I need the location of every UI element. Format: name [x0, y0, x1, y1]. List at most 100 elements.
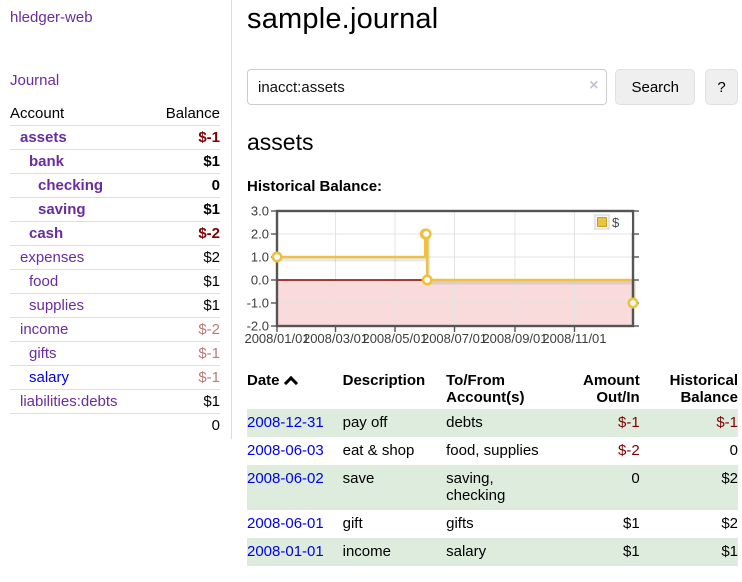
- account-balance: $-1: [149, 125, 220, 150]
- transaction-accounts: food, supplies: [446, 442, 539, 459]
- svg-text:2008/01/01: 2008/01/01: [244, 331, 309, 346]
- transaction-accounts: debts: [446, 414, 483, 431]
- search-input[interactable]: [247, 69, 608, 105]
- account-row: assets $-1: [10, 125, 220, 150]
- svg-text:0.0: 0.0: [251, 273, 269, 288]
- account-link[interactable]: salary: [29, 369, 70, 386]
- transaction-date-link[interactable]: 2008-01-01: [247, 543, 324, 560]
- account-row: checking 0: [10, 173, 220, 198]
- register-header-accounts: To/From Account(s): [446, 372, 525, 406]
- svg-text:3.0: 3.0: [251, 204, 269, 219]
- account-row: bank $1: [10, 149, 220, 174]
- accounts-table: Account Balance assets $-1 bank $1 checking 0…: [10, 102, 220, 437]
- account-balance: $2: [149, 245, 220, 270]
- account-link[interactable]: checking: [38, 177, 104, 194]
- accounts-header-account: Account: [10, 102, 150, 126]
- historical-balance-chart: $3.0 2.0 1.0 0.0 -1.0 -2.0 2008/01/01 2008/03/0…: [244, 204, 738, 357]
- account-row: liabilities:debts $1: [10, 389, 220, 414]
- svg-text:1.0: 1.0: [251, 250, 269, 265]
- transaction-description: gift: [342, 515, 363, 532]
- svg-text:$: $: [612, 215, 620, 230]
- chart-title: Historical Balance:: [247, 178, 383, 195]
- account-balance: $1: [149, 389, 220, 414]
- search-button[interactable]: Search: [615, 69, 695, 105]
- transaction-date-cell: 2008-06-03: [247, 437, 343, 465]
- account-balance: $-1: [149, 365, 220, 390]
- search-bar: × Search ?: [247, 69, 738, 105]
- account-balance: $1: [149, 197, 220, 222]
- svg-text:2.0: 2.0: [251, 227, 269, 242]
- brand-link[interactable]: hledger-web: [10, 9, 93, 26]
- accounts-header-balance: Balance: [149, 102, 220, 126]
- transaction-date-link[interactable]: 2008-12-31: [247, 414, 324, 431]
- account-row: expenses $2: [10, 245, 220, 270]
- transaction-description: income: [342, 543, 391, 560]
- svg-text:2008/11/01: 2008/11/01: [542, 331, 606, 346]
- transaction-amount: $-1: [618, 414, 640, 431]
- transaction-accounts: gifts: [446, 515, 474, 532]
- accounts-total-balance: 0: [149, 413, 220, 437]
- transaction-description: eat & shop: [342, 442, 415, 459]
- transaction-accounts: saving, checking: [446, 470, 506, 504]
- transaction-date-cell: 2008-01-01: [247, 538, 343, 566]
- transaction-accounts: salary: [446, 543, 487, 560]
- account-balance: $1: [149, 269, 220, 294]
- transaction-row: 2008-06-02 save saving, checking 0 $2: [247, 465, 738, 510]
- transaction-description: save: [342, 470, 375, 487]
- transaction-balance: $-1: [716, 414, 738, 431]
- transaction-amount: 0: [631, 470, 640, 487]
- register-header-date[interactable]: Date: [247, 369, 343, 409]
- transaction-row: 2008-12-31 pay off debts $-1 $-1: [247, 409, 738, 437]
- help-button[interactable]: ?: [705, 69, 738, 105]
- account-link[interactable]: food: [29, 273, 59, 290]
- account-row: salary $-1: [10, 365, 220, 390]
- sidebar: hledger-web Journal Account Balance asse…: [0, 0, 232, 439]
- transaction-row: 2008-01-01 income salary $1 $1: [247, 538, 738, 566]
- main-content: sample.journal × Search ? assets Histori…: [244, 0, 742, 566]
- register-header-balance: Historical Balance: [669, 372, 738, 406]
- account-link[interactable]: liabilities:debts: [20, 393, 118, 410]
- transaction-date-link[interactable]: 2008-06-01: [247, 515, 324, 532]
- transaction-date-cell: 2008-12-31: [247, 409, 343, 437]
- svg-text:-1.0: -1.0: [247, 296, 269, 311]
- register-header-description: Description: [342, 372, 426, 389]
- account-link[interactable]: supplies: [29, 297, 85, 314]
- account-link[interactable]: expenses: [20, 249, 85, 266]
- accounts-total-row: 0: [10, 413, 220, 437]
- register-table: Date Description To/From Account(s) Amou…: [247, 369, 738, 566]
- sort-ascending-icon: [283, 375, 298, 391]
- transaction-balance: $1: [721, 543, 738, 560]
- transaction-amount: $1: [623, 515, 640, 532]
- transaction-amount: $1: [623, 543, 640, 560]
- account-balance: $-1: [149, 341, 220, 366]
- account-row: cash $-2: [10, 221, 220, 246]
- account-balance: $1: [149, 293, 220, 318]
- svg-text:2008/07/01: 2008/07/01: [422, 331, 487, 346]
- account-row: saving $1: [10, 197, 220, 222]
- account-link[interactable]: cash: [29, 225, 64, 242]
- account-heading: assets: [247, 129, 314, 155]
- account-link[interactable]: saving: [38, 201, 86, 218]
- transaction-date-cell: 2008-06-01: [247, 510, 343, 538]
- account-row: food $1: [10, 269, 220, 294]
- transaction-date-link[interactable]: 2008-06-02: [247, 470, 324, 487]
- account-balance: $-2: [149, 221, 220, 246]
- transaction-row: 2008-06-01 gift gifts $1 $2: [247, 510, 738, 538]
- register-header-amount: Amount Out/In: [583, 372, 640, 406]
- account-link[interactable]: bank: [29, 153, 65, 170]
- transaction-balance: 0: [729, 442, 738, 459]
- svg-text:2008/09/01: 2008/09/01: [482, 331, 547, 346]
- transaction-date-link[interactable]: 2008-06-03: [247, 442, 324, 459]
- svg-text:-2.0: -2.0: [247, 319, 269, 334]
- transaction-row: 2008-06-03 eat & shop food, supplies $-2 0: [247, 437, 738, 465]
- account-link[interactable]: income: [20, 321, 69, 338]
- account-balance: $-2: [149, 317, 220, 342]
- account-link[interactable]: gifts: [29, 345, 57, 362]
- transaction-amount: $-2: [618, 442, 640, 459]
- account-row: supplies $1: [10, 293, 220, 318]
- account-link[interactable]: assets: [20, 129, 67, 146]
- clear-search-icon[interactable]: ×: [589, 77, 599, 94]
- svg-text:2008/05/01: 2008/05/01: [362, 331, 427, 346]
- transaction-balance: $2: [721, 515, 738, 532]
- sidebar-item-journal[interactable]: Journal: [10, 72, 60, 89]
